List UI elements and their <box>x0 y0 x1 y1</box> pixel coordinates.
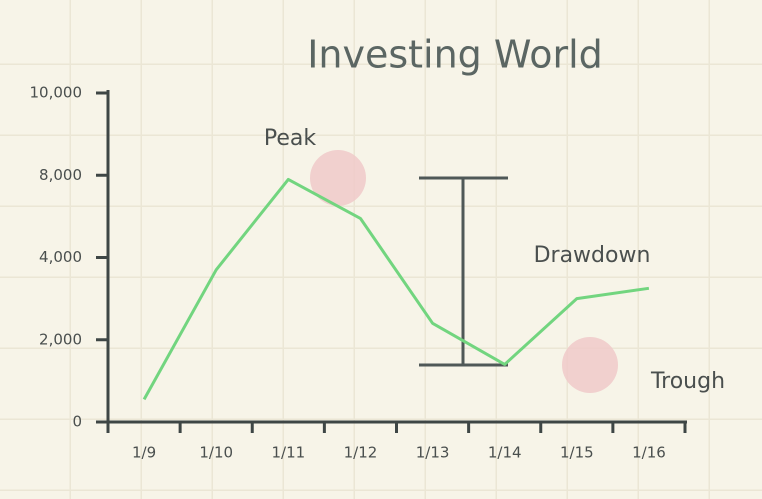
x-tick-label: 1/14 <box>488 444 522 462</box>
x-tick-label: 1/16 <box>632 444 666 462</box>
annotation: Trough <box>650 369 725 394</box>
x-tick-label: 1/11 <box>271 444 305 462</box>
y-tick-label: 10,000 <box>30 84 83 102</box>
chart-title: Investing World <box>307 33 603 77</box>
y-tick-label: 4,000 <box>39 248 82 266</box>
x-tick-label: 1/9 <box>132 444 156 462</box>
y-tick-label: 2,000 <box>39 330 82 348</box>
x-tick-label: 1/15 <box>560 444 594 462</box>
drawdown-bracket <box>419 176 508 367</box>
x-tick-label: 1/10 <box>199 444 233 462</box>
annotation: Peak <box>264 126 316 151</box>
annotation: Drawdown <box>534 243 651 268</box>
data-line <box>142 177 650 401</box>
x-tick-label: 1/12 <box>344 444 378 462</box>
y-tick-label: 0 <box>72 413 82 431</box>
trough-highlight <box>562 337 618 393</box>
x-tick-label: 1/13 <box>416 444 450 462</box>
y-tick-label: 8,000 <box>39 166 82 184</box>
peak-highlight <box>310 150 366 206</box>
